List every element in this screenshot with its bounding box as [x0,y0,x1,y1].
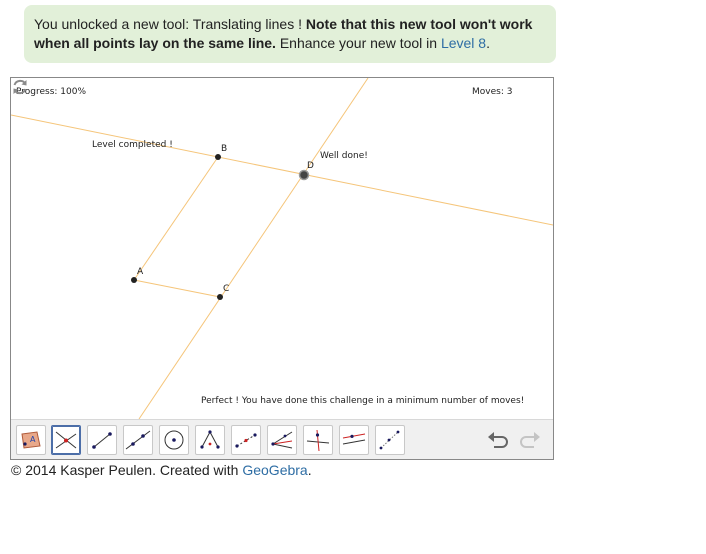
well-done-label: Well done! [320,151,368,161]
intersect-icon [55,431,77,449]
footer-period: . [307,462,312,478]
tool-segment[interactable] [87,425,117,455]
midpoint-icon [235,433,257,448]
tool-translate-line[interactable] [375,425,405,455]
line-icon [125,430,151,450]
circle-icon [164,430,184,450]
perfect-message: Perfect ! You have done this challenge i… [201,396,525,406]
line-dc[interactable] [138,78,369,419]
point-c-label: C [223,284,230,294]
geogebra-applet: Progress: 100% Moves: 3 Level completed … [10,77,554,460]
segment-icon [92,432,112,449]
tool-intersect[interactable] [51,425,81,455]
tool-line[interactable] [123,425,153,455]
geogebra-link[interactable]: GeoGebra [242,462,308,478]
drawing-canvas[interactable]: Progress: 100% Moves: 3 Level completed … [11,78,553,419]
progress-label: Progress: 100% [16,87,87,97]
polygon-move-icon: A [21,431,41,449]
svg-text:A: A [30,435,36,444]
line-bd[interactable] [11,114,553,226]
triangle-points-icon [200,430,220,449]
translate-line-icon [379,430,400,450]
tool-angle-bisector[interactable] [267,425,297,455]
banner-period: . [486,35,490,51]
banner-text-suffix: Enhance your new tool in [275,35,441,51]
level-8-link[interactable]: Level 8 [440,35,487,51]
footer: © 2014 Kasper Peulen. Created with GeoGe… [11,462,312,478]
construction-svg [11,78,553,419]
refresh-icon[interactable] [11,78,29,96]
point-d[interactable] [298,169,310,181]
angle-bisector-icon [271,431,293,449]
tool-triangle-points[interactable] [195,425,225,455]
segment-ac[interactable] [133,279,221,298]
point-d-label: D [307,161,314,171]
point-b[interactable] [215,154,221,160]
perpendicular-icon [306,429,330,452]
redo-icon[interactable] [516,428,542,452]
footer-text: © 2014 Kasper Peulen. Created with [11,462,243,478]
banner-text: You unlocked a new tool: Translating lin… [34,16,306,32]
tool-parallel[interactable] [339,425,369,455]
tool-midpoint[interactable] [231,425,261,455]
tool-perpendicular[interactable] [303,425,333,455]
tool-polygon-move[interactable]: A [16,425,46,455]
undo-icon[interactable] [486,428,512,452]
point-b-label: B [221,144,228,154]
toolbar: A [11,419,553,459]
banner-warning: Note that this new tool won't work when … [34,16,533,51]
point-a-label: A [137,267,144,277]
point-c[interactable] [217,294,223,300]
segment-ab[interactable] [133,156,219,281]
parallel-icon [342,433,366,445]
moves-label: Moves: 3 [472,87,513,97]
point-a[interactable] [131,277,137,283]
level-completed-label: Level completed ! [92,140,173,150]
unlock-banner: You unlocked a new tool: Translating lin… [24,5,556,63]
tool-circle[interactable] [159,425,189,455]
